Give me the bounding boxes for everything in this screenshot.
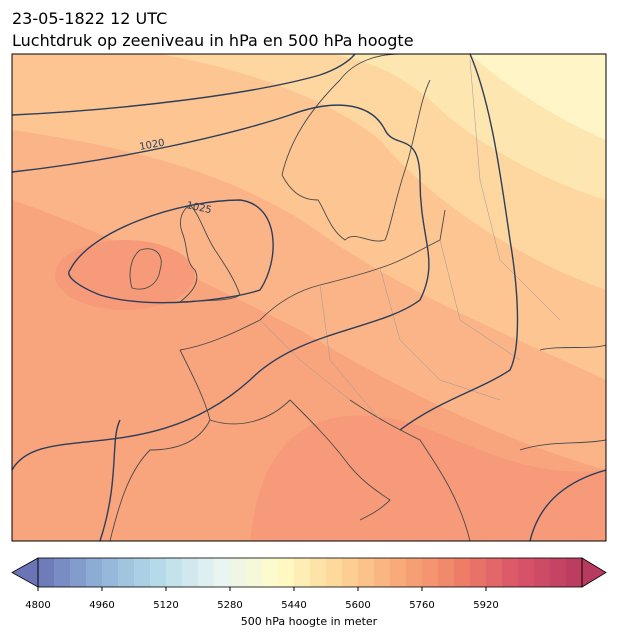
colorbar-extend <box>11 557 39 588</box>
colorbar-box <box>486 558 503 587</box>
coastline <box>281 54 431 242</box>
colorbar-extend <box>581 557 607 588</box>
colorbar-box <box>38 558 55 587</box>
colorbar-box <box>278 558 295 587</box>
colorbar-box <box>534 558 551 587</box>
isobar <box>68 199 274 304</box>
colorbar-box <box>166 558 183 587</box>
title: 23-05-1822 12 UTC <box>12 9 167 28</box>
colorbar-box <box>358 558 375 587</box>
contour-label: 1025 <box>185 200 212 216</box>
isobar <box>99 419 606 541</box>
colorbar-tick-label: 4960 <box>89 600 114 611</box>
isobar <box>12 54 356 116</box>
colorbar-box <box>470 558 487 587</box>
colorbar-box <box>454 558 471 587</box>
colorbar-box <box>102 558 119 587</box>
isobar <box>12 104 430 471</box>
colorbar-tick-label: 5440 <box>281 600 306 611</box>
colorbar-box <box>294 558 311 587</box>
colorbar-box <box>86 558 103 587</box>
colorbar-box <box>518 558 535 587</box>
colorbar-tick-label: 5120 <box>153 600 178 611</box>
colorbar-box <box>374 558 391 587</box>
colorbar-box <box>198 558 215 587</box>
coastline <box>289 399 471 541</box>
colorbar-box <box>182 558 199 587</box>
colorbar-box <box>502 558 519 587</box>
coastline <box>129 248 162 290</box>
colorbar-box <box>310 558 327 587</box>
colorbar-box <box>230 558 247 587</box>
colorbar-box <box>214 558 231 587</box>
colorbar-tick-label: 5280 <box>217 600 242 611</box>
colorbar-tick-label: 5760 <box>409 600 434 611</box>
colorbar-box <box>406 558 423 587</box>
map-frame <box>11 53 607 542</box>
field <box>250 415 606 541</box>
subtitle: Luchtdruk op zeeniveau in hPa en 500 hPa… <box>12 31 414 50</box>
colorbar-label: 500 hPa hoogte in meter <box>241 615 378 628</box>
colorbar-box <box>438 558 455 587</box>
colorbar-box <box>54 558 71 587</box>
colorbar-box <box>134 558 151 587</box>
field <box>470 54 606 140</box>
isobar <box>399 54 519 431</box>
colorbar-box <box>118 558 135 587</box>
border <box>259 59 561 421</box>
colorbar-box <box>246 558 263 587</box>
map: 1020 1025 <box>11 53 607 542</box>
colorbar-tick-label: 5920 <box>473 600 498 611</box>
field <box>55 240 195 310</box>
colorbar-box <box>390 558 407 587</box>
contour-label: 1020 <box>139 138 166 153</box>
colorbar-box <box>422 558 439 587</box>
colorbar-box <box>550 558 567 587</box>
colorbar: 4800 4960 5120 5280 5440 5600 5760 5920 500 hPa … <box>11 557 607 628</box>
colorbar-tick-label: 5600 <box>345 600 370 611</box>
colorbar-tick-label: 4800 <box>25 600 50 611</box>
colorbar-frame <box>37 557 583 588</box>
colorbar-box <box>70 558 87 587</box>
colorbar-box <box>566 558 583 587</box>
coastline <box>209 344 606 451</box>
colorbar-box <box>150 558 167 587</box>
colorbar-box <box>342 558 359 587</box>
colorbar-box <box>326 558 343 587</box>
colorbar-box <box>262 558 279 587</box>
